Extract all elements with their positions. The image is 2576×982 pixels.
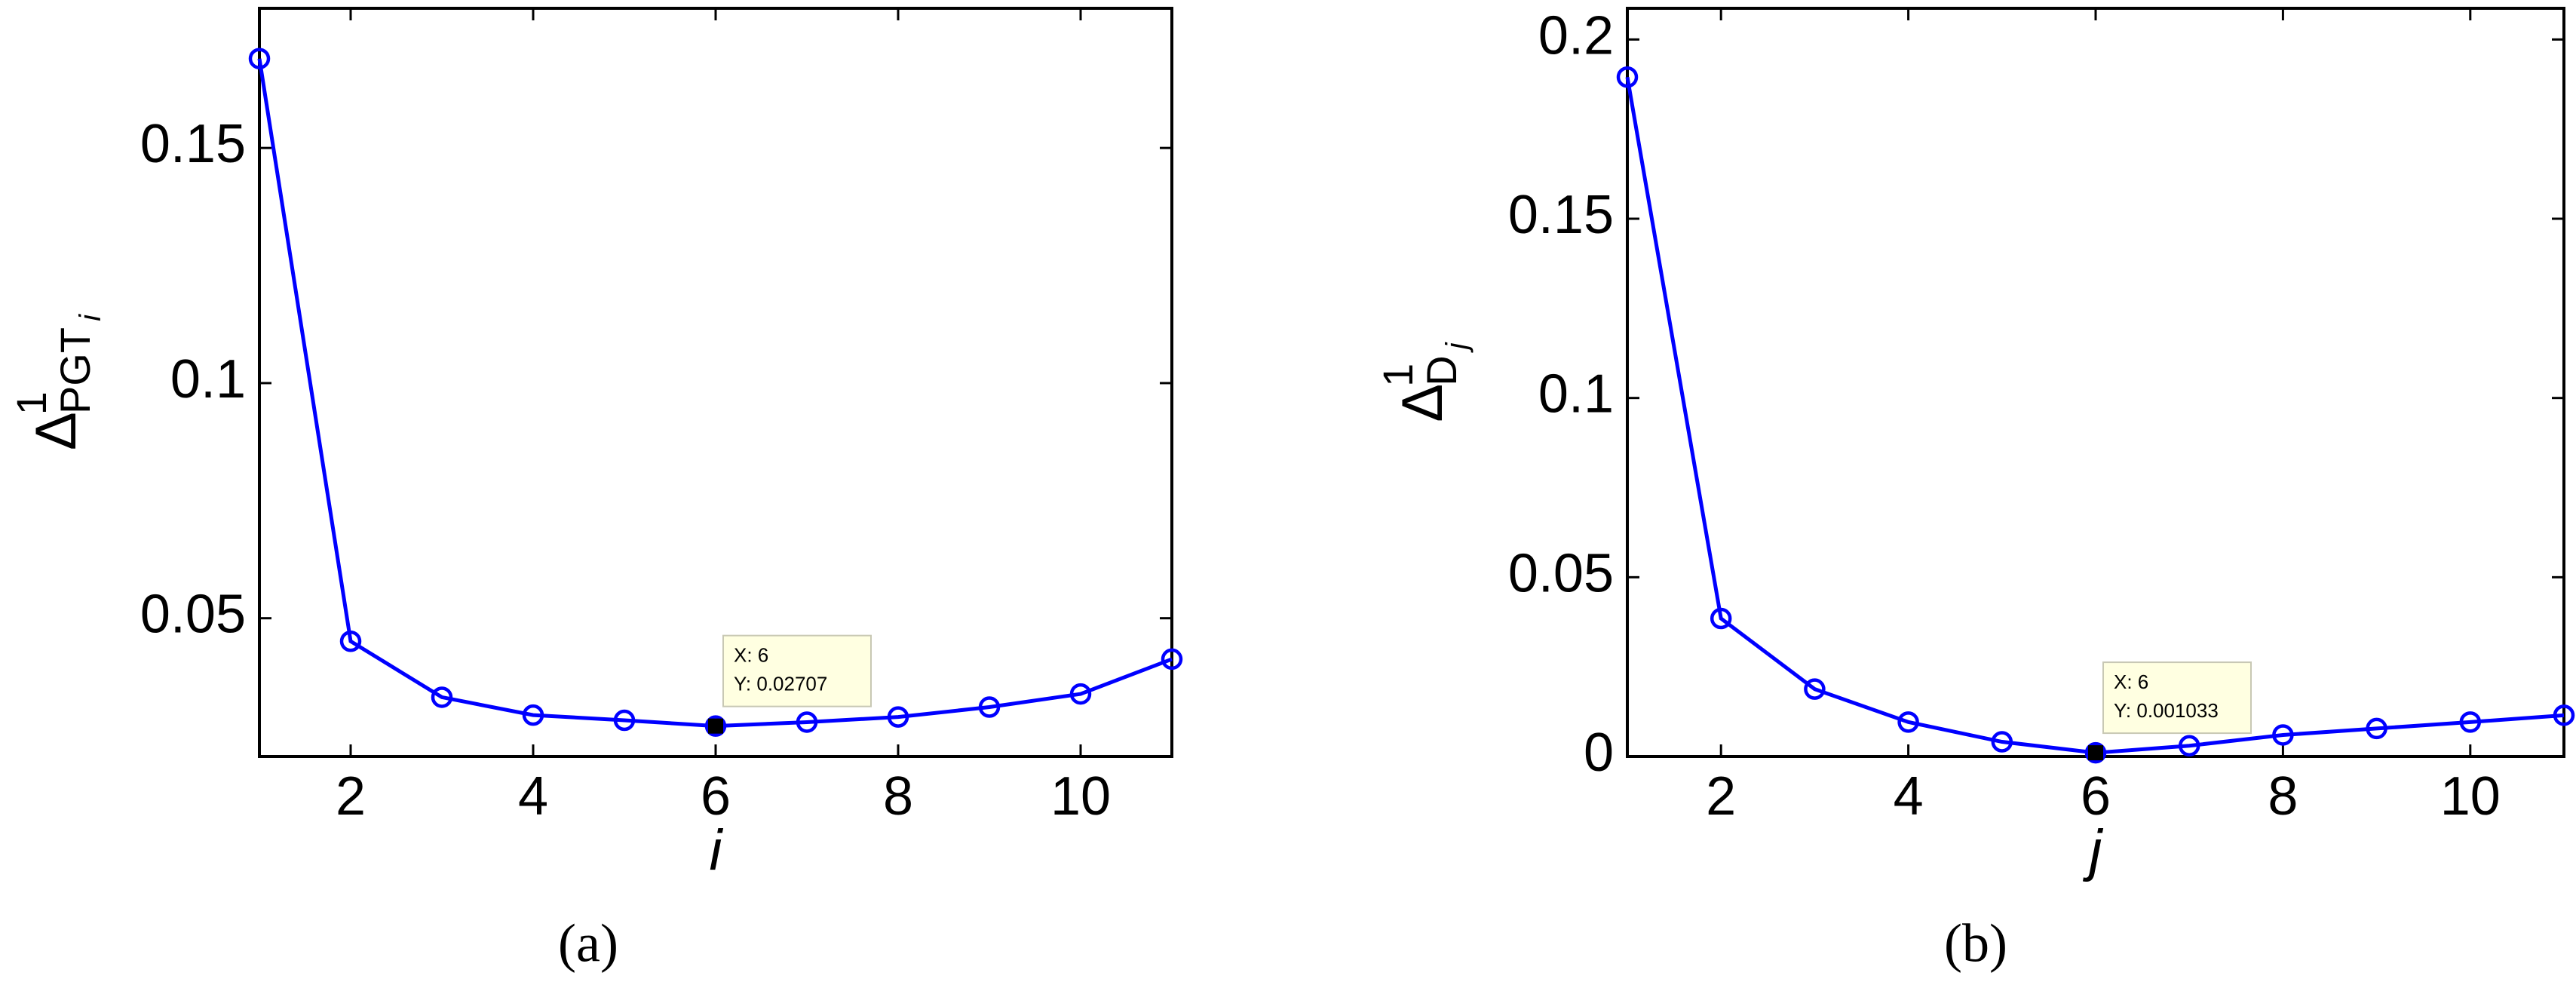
datatip-box bbox=[2102, 661, 2252, 735]
data-point bbox=[1991, 731, 2013, 753]
data-point bbox=[704, 715, 727, 737]
y-tick-label: 0.15 bbox=[1508, 185, 1614, 245]
x-tick-label: 4 bbox=[1894, 766, 1924, 827]
datatip-y: Y: 0.02707 bbox=[734, 673, 827, 695]
caption: (a) bbox=[558, 913, 618, 974]
y-label-sup: 1 bbox=[1374, 364, 1421, 387]
y-tick-label: 0.15 bbox=[140, 114, 246, 174]
y-label-sub: D bbox=[1418, 355, 1465, 385]
data-point bbox=[1804, 678, 1826, 700]
y-label-sup: 1 bbox=[8, 391, 55, 415]
y-tick-label: 0 bbox=[1584, 723, 1614, 783]
y-tick-label: 0.05 bbox=[140, 585, 246, 645]
y-label-base: Δ bbox=[1391, 384, 1455, 422]
x-tick-label: 2 bbox=[1706, 766, 1736, 827]
y-tick-label: 0.05 bbox=[1508, 543, 1614, 603]
datatip-marker bbox=[2088, 745, 2103, 761]
y-tick-label: 0.1 bbox=[170, 349, 246, 410]
x-tick-label: 8 bbox=[883, 766, 913, 827]
data-point bbox=[248, 48, 271, 69]
datatip-x: X: 6 bbox=[2114, 671, 2148, 693]
data-point bbox=[1616, 66, 1639, 88]
data-point bbox=[431, 686, 453, 708]
x-tick-label: 4 bbox=[518, 766, 548, 827]
data-point bbox=[1897, 711, 1919, 733]
y-label-base: Δ bbox=[24, 412, 88, 450]
data-point bbox=[887, 706, 909, 728]
x-tick-label: 6 bbox=[2081, 766, 2111, 827]
data-point bbox=[2272, 724, 2294, 746]
x-axis-label: i bbox=[710, 818, 724, 882]
data-point bbox=[1710, 607, 1732, 630]
y-axis-label: Δ1PGT i bbox=[8, 314, 107, 450]
y-tick-label: 0.1 bbox=[1538, 364, 1614, 425]
y-label-sub: PGT bbox=[51, 327, 99, 414]
datatip-x: X: 6 bbox=[734, 644, 768, 667]
datatip-y: Y: 0.001033 bbox=[2114, 699, 2219, 722]
x-tick-label: 6 bbox=[701, 766, 731, 827]
data-point bbox=[339, 630, 362, 652]
caption: (b) bbox=[1944, 913, 2007, 974]
data-line bbox=[1625, 76, 2565, 755]
data-point bbox=[2084, 741, 2107, 764]
x-tick-label: 10 bbox=[2440, 766, 2501, 827]
data-point bbox=[2366, 717, 2387, 740]
x-tick-label: 8 bbox=[2268, 766, 2298, 827]
y-label-subsub: i bbox=[74, 314, 107, 321]
x-tick-label: 10 bbox=[1050, 766, 1111, 827]
data-point bbox=[1069, 683, 1092, 705]
x-tick-label: 2 bbox=[336, 766, 366, 827]
y-label-subsub: j bbox=[1440, 342, 1474, 353]
data-point bbox=[2459, 711, 2482, 733]
y-axis-label: Δ1Dj bbox=[1374, 342, 1474, 422]
plot-frame bbox=[1626, 7, 2565, 758]
data-point bbox=[796, 711, 818, 733]
y-tick-label: 0.2 bbox=[1538, 5, 1614, 66]
data-point bbox=[2178, 735, 2200, 756]
data-point bbox=[522, 704, 544, 726]
data-point bbox=[2553, 704, 2575, 726]
datatip-marker bbox=[708, 718, 723, 734]
data-point bbox=[613, 709, 636, 732]
data-point bbox=[1161, 648, 1183, 671]
x-axis-label: j bbox=[2083, 818, 2104, 882]
plot-frame bbox=[258, 7, 1173, 758]
data-line bbox=[257, 58, 1173, 729]
datatip-box bbox=[722, 634, 872, 707]
data-point bbox=[978, 696, 1001, 718]
